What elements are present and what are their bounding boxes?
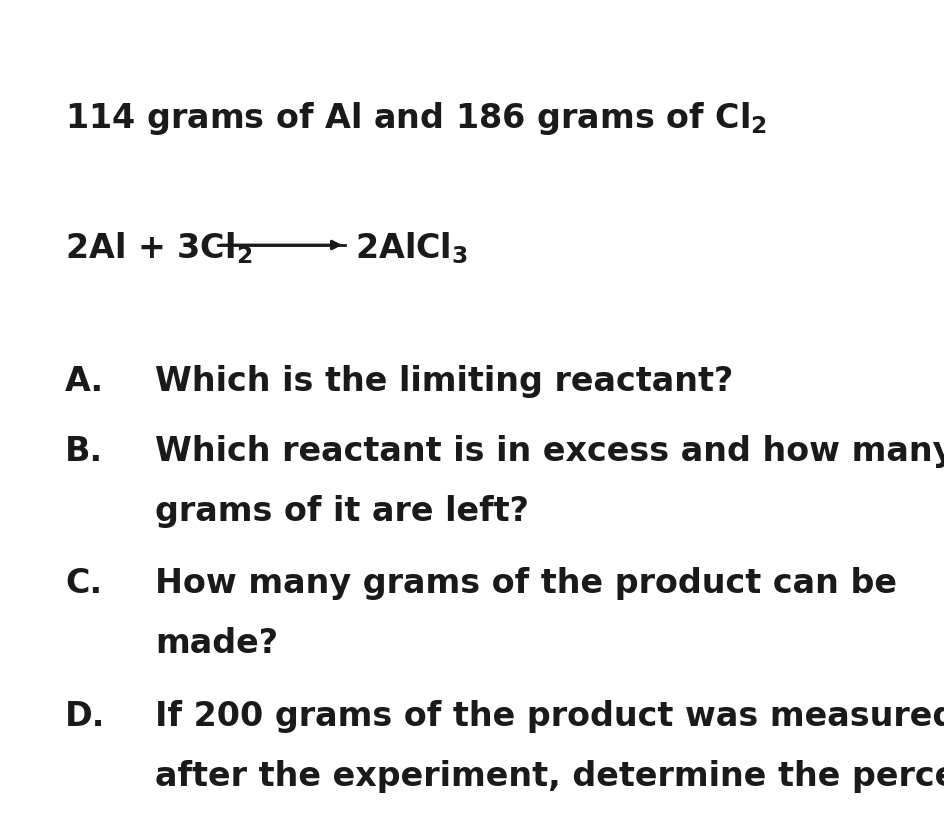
- Text: 2AlCl$_3$: 2AlCl$_3$: [355, 229, 467, 265]
- Text: Which is the limiting reactant?: Which is the limiting reactant?: [155, 364, 733, 397]
- Text: B.: B.: [65, 434, 103, 468]
- Text: D.: D.: [65, 699, 106, 732]
- Text: grams of it are left?: grams of it are left?: [155, 495, 529, 527]
- Text: C.: C.: [65, 566, 102, 600]
- Text: Which reactant is in excess and how many: Which reactant is in excess and how many: [155, 434, 944, 468]
- Text: after the experiment, determine the percent: after the experiment, determine the perc…: [155, 759, 944, 792]
- Text: If 200 grams of the product was measured: If 200 grams of the product was measured: [155, 699, 944, 732]
- Text: 2Al + 3Cl$_2$: 2Al + 3Cl$_2$: [65, 229, 252, 265]
- Text: A.: A.: [65, 364, 104, 397]
- Text: made?: made?: [155, 627, 278, 659]
- Text: How many grams of the product can be: How many grams of the product can be: [155, 566, 896, 600]
- Text: 114 grams of Al and 186 grams of Cl$_2$: 114 grams of Al and 186 grams of Cl$_2$: [65, 100, 767, 137]
